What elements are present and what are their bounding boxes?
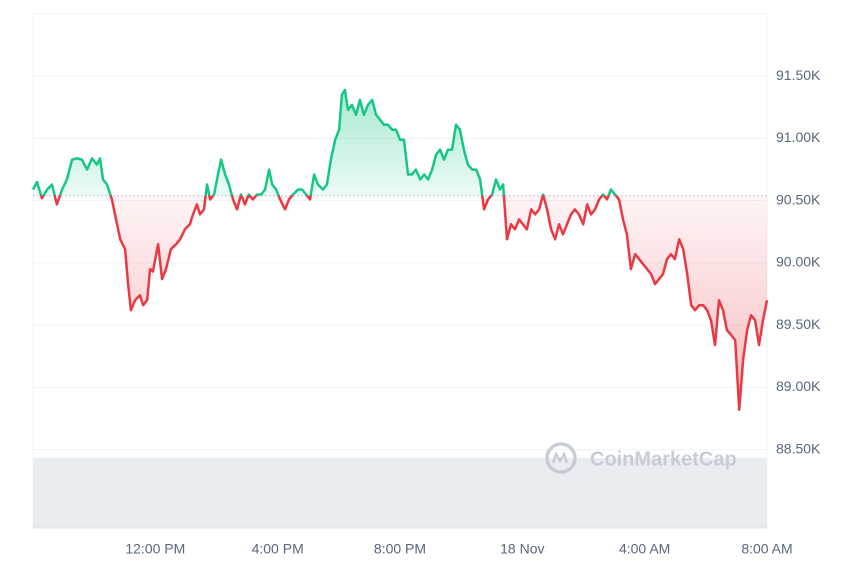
x-tick-label: 18 Nov bbox=[500, 541, 544, 557]
y-tick-label: 90.50K bbox=[776, 191, 821, 207]
x-tick-label: 8:00 AM bbox=[741, 541, 792, 557]
x-tick-label: 4:00 PM bbox=[252, 541, 304, 557]
watermark-logo bbox=[545, 442, 577, 474]
watermark-text: CoinMarketCap bbox=[590, 448, 737, 470]
volume-area bbox=[33, 458, 767, 528]
grid-layer: 88.50K 89.00K 89.50K 90.00K 90.50K 91.00K 91.5… bbox=[33, 67, 821, 557]
watermark: CoinMarketCap bbox=[545, 442, 737, 474]
price-area bbox=[33, 89, 767, 410]
watermark-logo-mark bbox=[551, 450, 569, 464]
x-tick-label: 12:00 PM bbox=[125, 541, 185, 557]
price-line bbox=[31, 88, 769, 412]
y-tick-label: 91.50K bbox=[776, 67, 821, 83]
y-tick-label: 88.50K bbox=[776, 440, 821, 456]
data-layer bbox=[31, 88, 769, 412]
x-tick-label: 8:00 PM bbox=[374, 541, 426, 557]
y-tick-label: 91.00K bbox=[776, 129, 821, 145]
y-tick-label: 89.50K bbox=[776, 316, 821, 332]
x-tick-label: 4:00 AM bbox=[619, 541, 670, 557]
y-tick-label: 90.00K bbox=[776, 254, 821, 270]
y-tick-label: 89.00K bbox=[776, 378, 821, 394]
